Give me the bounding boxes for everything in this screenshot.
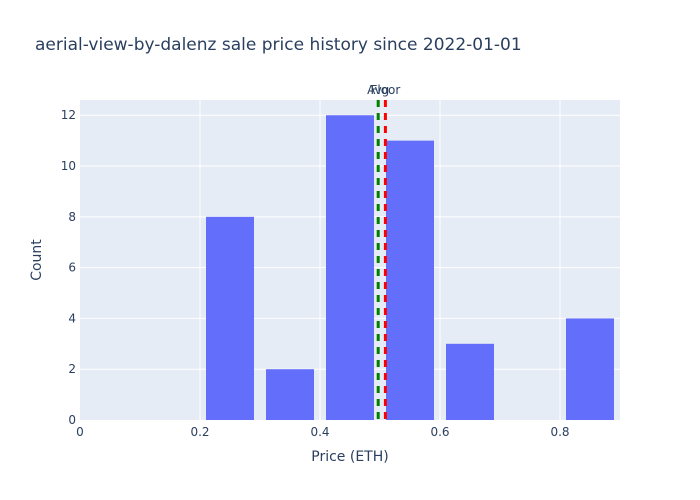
chart-title: aerial-view-by-dalenz sale price history… bbox=[35, 35, 522, 55]
x-axis-ticks: 0 0.2 0.4 0.6 0.8 bbox=[76, 425, 569, 439]
y-tick-label: 0 bbox=[68, 413, 76, 427]
x-tick-label: 0.8 bbox=[550, 425, 569, 439]
y-tick-label: 12 bbox=[61, 108, 76, 122]
histogram-bar bbox=[326, 115, 374, 420]
histogram-bar bbox=[446, 343, 494, 420]
y-axis-title: Count bbox=[29, 239, 45, 281]
x-tick-label: 0.2 bbox=[190, 425, 209, 439]
y-tick-label: 10 bbox=[61, 159, 76, 173]
x-axis-title: Price (ETH) bbox=[311, 449, 388, 465]
y-axis-ticks: 0 2 4 6 8 10 12 bbox=[61, 108, 76, 427]
y-tick-label: 2 bbox=[68, 362, 76, 376]
histogram-bar bbox=[266, 369, 314, 420]
y-tick-label: 4 bbox=[68, 311, 76, 325]
histogram-bar bbox=[206, 216, 254, 420]
histogram-bar bbox=[386, 140, 434, 420]
bars bbox=[206, 115, 614, 420]
reference-label-avg: Avg bbox=[367, 83, 389, 97]
x-tick-label: 0.4 bbox=[310, 425, 329, 439]
x-tick-label: 0 bbox=[76, 425, 84, 439]
reference-label-floor: Floor bbox=[370, 83, 400, 97]
histogram-bar bbox=[566, 318, 614, 420]
x-tick-label: 0.6 bbox=[430, 425, 449, 439]
y-tick-label: 8 bbox=[68, 210, 76, 224]
y-tick-label: 6 bbox=[68, 261, 76, 275]
